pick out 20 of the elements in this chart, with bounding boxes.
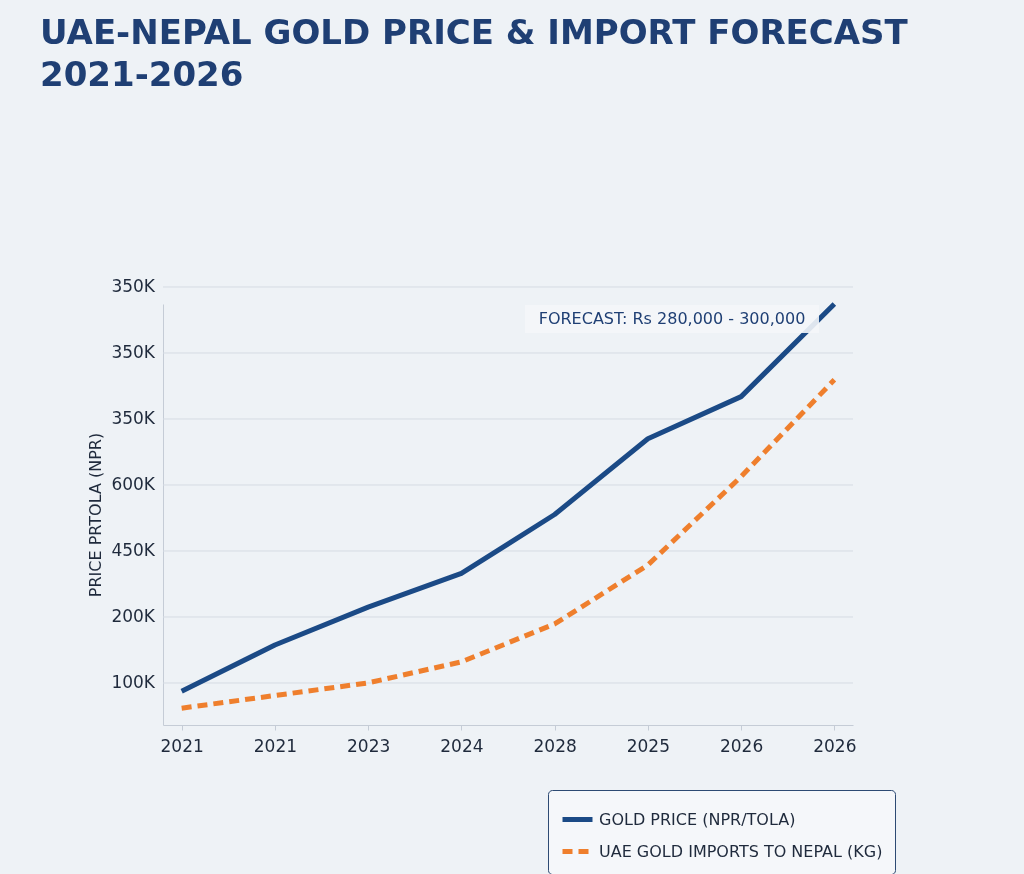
x-tick-label: 2023 [347,735,391,756]
text: 450K [111,540,156,560]
x-tick-label: 2021 [160,735,204,756]
x-tick-label: 2026 [719,735,764,756]
text: 100K [111,672,156,692]
text: 200K [111,606,156,626]
text: 350K [111,276,156,296]
x-tick-label: 2024 [440,735,484,756]
text: 600K [111,474,156,494]
x-tick-label: 2026 [813,735,857,756]
text: 350K [111,342,156,362]
x-tick-label: 2021 [253,735,298,756]
text: 350K [111,408,156,428]
y-axis-title: PRICE PRTOLA (NPR) [85,432,105,598]
chart-title: UAE-NEPAL GOLD PRICE & IMPORT FORECAST 2021-2026 [40,12,909,94]
legend-label: UAE GOLD IMPORTS TO NEPAL (KG) [599,841,883,861]
legend-label: GOLD PRICE (NPR/TOLA) [599,809,796,829]
x-tick-label: 2025 [626,735,670,756]
x-tick-label: 2028 [533,735,577,756]
annotation: FORECAST: Rs 280,000 - 300,000 [538,309,806,328]
